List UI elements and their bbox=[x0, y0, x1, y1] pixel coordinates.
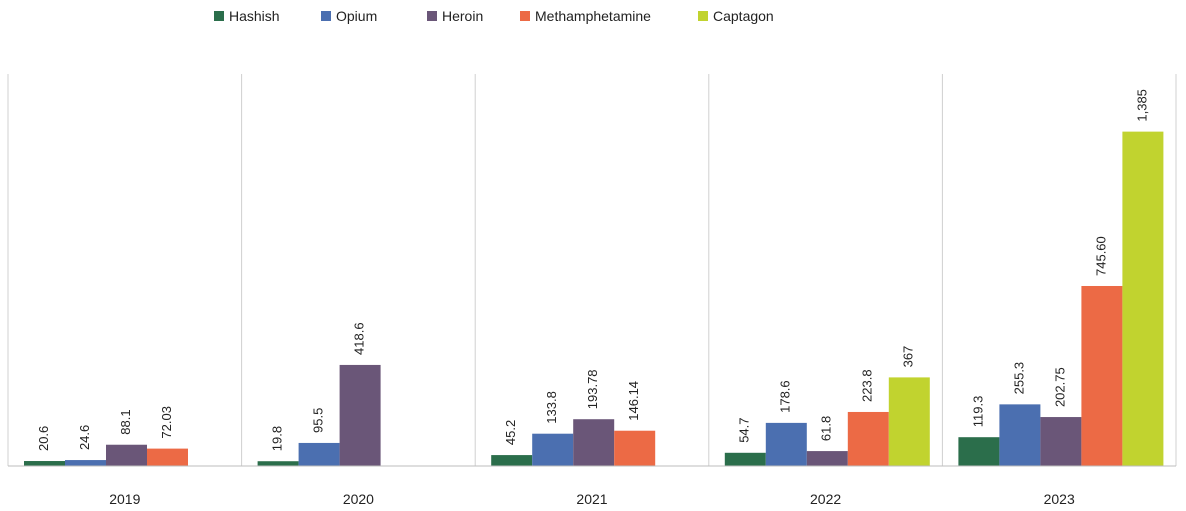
value-label-captagon-2023: 1,385 bbox=[1134, 89, 1149, 122]
legend-label-heroin: Heroin bbox=[442, 8, 483, 24]
bar-hashish-2021 bbox=[491, 455, 533, 466]
value-label-captagon-2022: 367 bbox=[901, 346, 916, 368]
legend-label-hashish: Hashish bbox=[229, 8, 280, 24]
value-label-methamphetamine-2019: 72.03 bbox=[159, 406, 174, 439]
bar-captagon-2022 bbox=[888, 377, 930, 466]
category-labels-layer: 2019 2020 2021 2022 2023 bbox=[109, 491, 1075, 507]
value-label-opium-2019: 24.6 bbox=[77, 425, 92, 450]
bar-methamphetamine-2023 bbox=[1081, 285, 1123, 466]
bar-opium-2019 bbox=[65, 460, 106, 466]
bar-captagon-2023 bbox=[1122, 131, 1164, 466]
value-label-opium-2021: 133.8 bbox=[544, 391, 559, 424]
value-label-opium-2023: 255.3 bbox=[1011, 362, 1026, 395]
value-label-heroin-2022: 61.8 bbox=[819, 416, 834, 441]
legend-swatch-hashish bbox=[214, 11, 224, 21]
value-label-methamphetamine-2021: 146.14 bbox=[626, 381, 641, 421]
bar-heroin-2020 bbox=[339, 364, 381, 466]
bar-opium-2023 bbox=[999, 404, 1041, 466]
bar-hashish-2019 bbox=[24, 461, 65, 466]
value-label-heroin-2019: 88.1 bbox=[118, 409, 133, 434]
bar-heroin-2022 bbox=[806, 451, 848, 466]
legend-label-methamphetamine: Methamphetamine bbox=[535, 8, 651, 24]
category-dividers bbox=[7, 74, 1177, 466]
value-label-hashish-2023: 119.3 bbox=[970, 396, 985, 428]
bar-methamphetamine-2022 bbox=[847, 411, 889, 466]
value-label-hashish-2019: 20.6 bbox=[36, 426, 51, 451]
value-label-hashish-2020: 19.8 bbox=[270, 426, 285, 451]
bar-heroin-2021 bbox=[573, 419, 615, 466]
bar-hashish-2022 bbox=[724, 452, 766, 466]
value-label-methamphetamine-2023: 745.60 bbox=[1093, 236, 1108, 276]
legend-swatch-methamphetamine bbox=[520, 11, 530, 21]
value-label-heroin-2020: 418.6 bbox=[352, 322, 367, 355]
value-label-heroin-2021: 193.78 bbox=[585, 369, 600, 409]
bar-hashish-2020 bbox=[257, 461, 299, 466]
category-label-2020: 2020 bbox=[343, 491, 374, 506]
legend-swatch-captagon bbox=[698, 11, 708, 21]
bar-heroin-2019 bbox=[106, 444, 147, 466]
category-label-2022: 2022 bbox=[810, 491, 841, 506]
value-label-hashish-2021: 45.2 bbox=[503, 420, 518, 445]
bars-layer bbox=[24, 131, 1164, 466]
bar-opium-2020 bbox=[298, 442, 340, 466]
legend: Hashish Opium Heroin Methamphetamine Captago… bbox=[214, 8, 774, 24]
bar-methamphetamine-2021 bbox=[614, 430, 656, 466]
value-labels-layer: 20.6 24.6 88.1 72.03 19.8 95.5 418.6 45.2 133.8 1… bbox=[36, 89, 1149, 451]
bar-methamphetamine-2019 bbox=[147, 448, 188, 466]
legend-label-opium: Opium bbox=[336, 8, 377, 24]
value-label-opium-2022: 178.6 bbox=[778, 380, 793, 413]
value-label-methamphetamine-2022: 223.8 bbox=[860, 369, 875, 402]
legend-label-captagon: Captagon bbox=[713, 8, 774, 24]
category-label-2023: 2023 bbox=[1044, 491, 1075, 506]
bar-heroin-2023 bbox=[1040, 417, 1082, 466]
legend-swatch-opium bbox=[321, 11, 331, 21]
category-label-2021: 2021 bbox=[576, 491, 607, 506]
bar-opium-2021 bbox=[532, 433, 574, 466]
bar-hashish-2023 bbox=[958, 437, 1000, 466]
value-label-hashish-2022: 54.7 bbox=[737, 417, 752, 442]
legend-swatch-heroin bbox=[427, 11, 437, 21]
category-label-2019: 2019 bbox=[109, 491, 140, 506]
value-label-heroin-2023: 202.75 bbox=[1052, 367, 1067, 407]
bar-opium-2022 bbox=[765, 422, 807, 466]
value-label-opium-2020: 95.5 bbox=[311, 408, 326, 433]
